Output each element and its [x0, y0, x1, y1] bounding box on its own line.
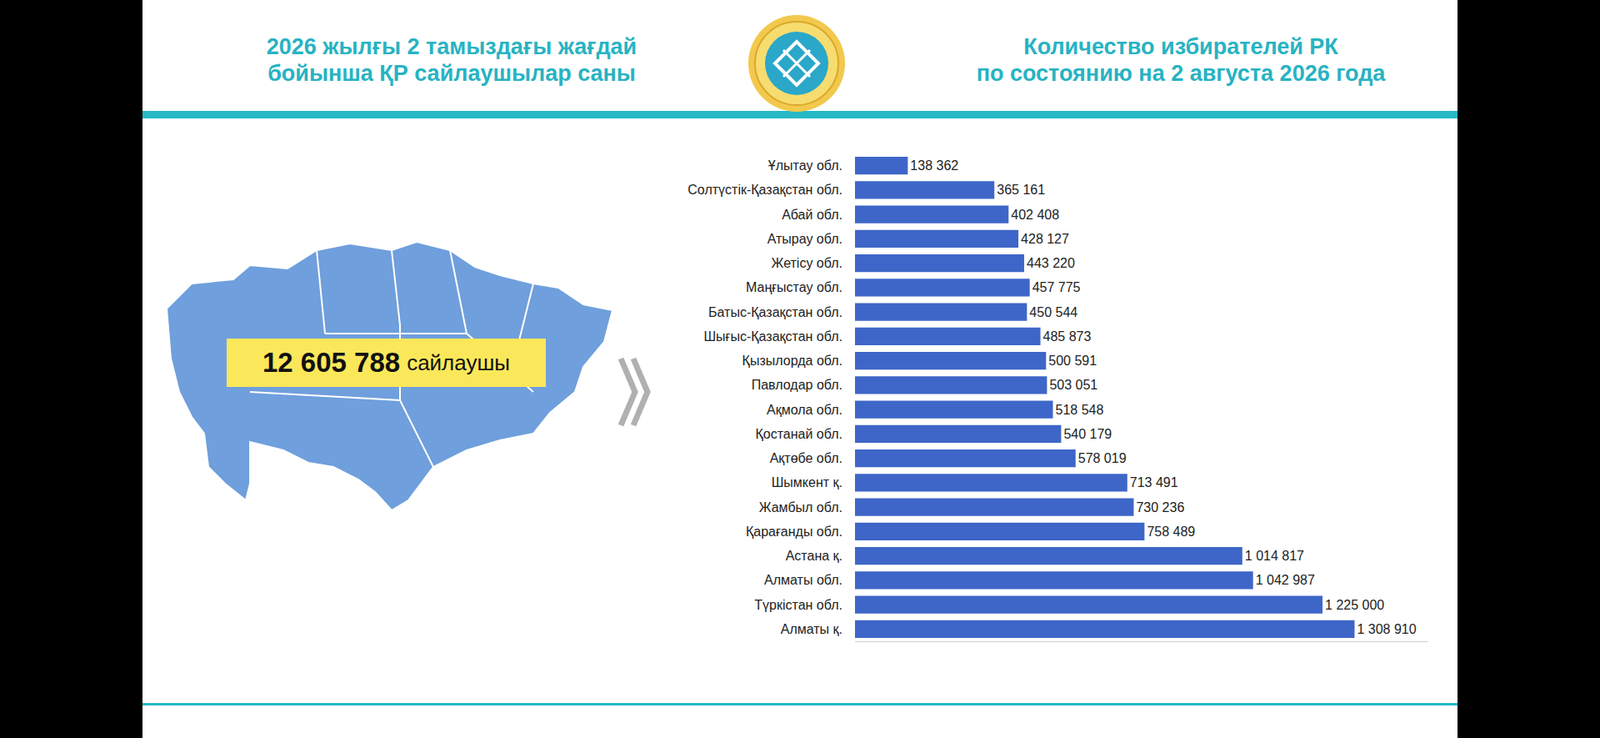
svg-text:Атырау обл.: Атырау обл. [767, 231, 843, 246]
svg-text:1 225 000: 1 225 000 [1325, 597, 1385, 612]
svg-text:Ұлытау обл.: Ұлытау обл. [768, 158, 843, 173]
svg-text:365 161: 365 161 [996, 182, 1045, 197]
html-text:бойынша ҚР сайлаушылар саны: бойынша ҚР сайлаушылар саны [267, 60, 636, 86]
svg-text:518 548: 518 548 [1055, 402, 1104, 417]
svg-text:428 127: 428 127 [1020, 231, 1070, 246]
svg-text:Алматы қ.: Алматы қ. [780, 621, 843, 636]
html-text:Количество избирателей РК: Количество избирателей РК [1023, 34, 1339, 60]
svg-text:1 042 987: 1 042 987 [1255, 572, 1315, 587]
svg-text:Қарағанды обл.: Қарағанды обл. [745, 524, 843, 539]
html-text:по состоянию на 2 августа 2026: по состоянию на 2 августа 2026 года [976, 60, 1386, 86]
svg-text:578 019: 578 019 [1078, 450, 1127, 465]
svg-text:Маңғыстау обл.: Маңғыстау обл. [745, 280, 843, 295]
svg-text:713 491: 713 491 [1130, 475, 1179, 490]
svg-text:540 179: 540 179 [1063, 426, 1112, 441]
svg-text:457 775: 457 775 [1032, 280, 1081, 295]
svg-text:Түркістан обл.: Түркістан обл. [754, 597, 843, 612]
html-text:12 605 788 сайлаушы: 12 605 788 сайлаушы [262, 346, 510, 378]
svg-text:402 408: 402 408 [1010, 207, 1060, 222]
svg-text:138 362: 138 362 [910, 158, 959, 173]
svg-text:443 220: 443 220 [1026, 255, 1075, 270]
svg-text:Ақмола обл.: Ақмола обл. [766, 402, 843, 417]
svg-text:485 873: 485 873 [1043, 329, 1092, 344]
svg-text:Жамбыл обл.: Жамбыл обл. [759, 500, 843, 515]
svg-text:1 308 910: 1 308 910 [1356, 621, 1416, 636]
svg-text:Батыс-Қазақстан обл.: Батыс-Қазақстан обл. [708, 305, 843, 320]
svg-text:730 236: 730 236 [1135, 500, 1185, 515]
svg-text:500 591: 500 591 [1048, 353, 1097, 368]
svg-text:Павлодар обл.: Павлодар обл. [751, 377, 843, 392]
svg-text:Шығыс-Қазақстан обл.: Шығыс-Қазақстан обл. [703, 329, 843, 344]
svg-text:758 489: 758 489 [1146, 524, 1195, 539]
svg-text:450 544: 450 544 [1029, 305, 1078, 320]
svg-text:Абай обл.: Абай обл. [781, 207, 843, 222]
svg-text:Қостанай обл.: Қостанай обл. [755, 426, 843, 441]
svg-text:503 051: 503 051 [1049, 377, 1098, 392]
html-text:2026 жылғы 2 тамыздағы жағдай: 2026 жылғы 2 тамыздағы жағдай [266, 34, 637, 60]
svg-text:Қызылорда обл.: Қызылорда обл. [742, 353, 843, 368]
svg-text:Астана қ.: Астана қ. [785, 548, 843, 563]
svg-text:Солтүстік-Қазақстан обл.: Солтүстік-Қазақстан обл. [687, 182, 843, 197]
svg-text:Шымкент қ.: Шымкент қ. [771, 475, 843, 490]
svg-text:1 014 817: 1 014 817 [1245, 548, 1305, 563]
svg-text:Жетісу обл.: Жетісу обл. [771, 255, 843, 270]
svg-text:Алматы обл.: Алматы обл. [764, 572, 843, 587]
svg-text:Ақтөбе обл.: Ақтөбе обл. [770, 450, 843, 465]
